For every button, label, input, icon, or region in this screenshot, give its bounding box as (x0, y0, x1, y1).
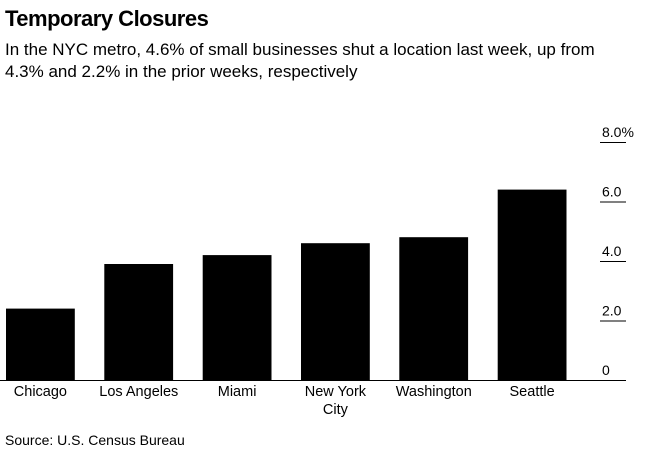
x-tick-label: Los Angeles (99, 384, 178, 400)
y-tick-label: 0 (602, 362, 610, 378)
bar-chart: 0 2.0 4.0 6.0 8.0% Chicago Los Angeles Miami Ne… (0, 124, 634, 418)
bar (6, 308, 75, 380)
bar (497, 189, 567, 380)
y-axis: 0 2.0 4.0 6.0 8.0% (600, 124, 634, 378)
x-axis-labels: Chicago Los Angeles Miami New York City Washi… (14, 384, 555, 418)
source-note: Source: U.S. Census Bureau (5, 432, 185, 448)
x-tick-label: Chicago (14, 384, 67, 400)
bar (202, 255, 272, 380)
x-tick-label: New York (305, 384, 367, 400)
chart-subtitle: In the NYC metro, 4.6% of small business… (5, 40, 595, 81)
bars-group (6, 189, 567, 380)
x-tick-label: Miami (218, 384, 257, 400)
x-tick-label: City (323, 402, 349, 418)
chart-title: Temporary Closures (5, 6, 209, 31)
y-tick-label: 6.0 (602, 184, 622, 200)
bar (399, 237, 469, 380)
y-tick-label: 4.0 (602, 243, 622, 259)
x-tick-label: Seattle (510, 384, 555, 400)
y-tick-label: 2.0 (602, 303, 622, 319)
x-tick-label: Washington (396, 384, 472, 400)
bar (301, 243, 370, 380)
y-tick-label: 8.0% (602, 124, 634, 140)
bar (104, 264, 174, 380)
